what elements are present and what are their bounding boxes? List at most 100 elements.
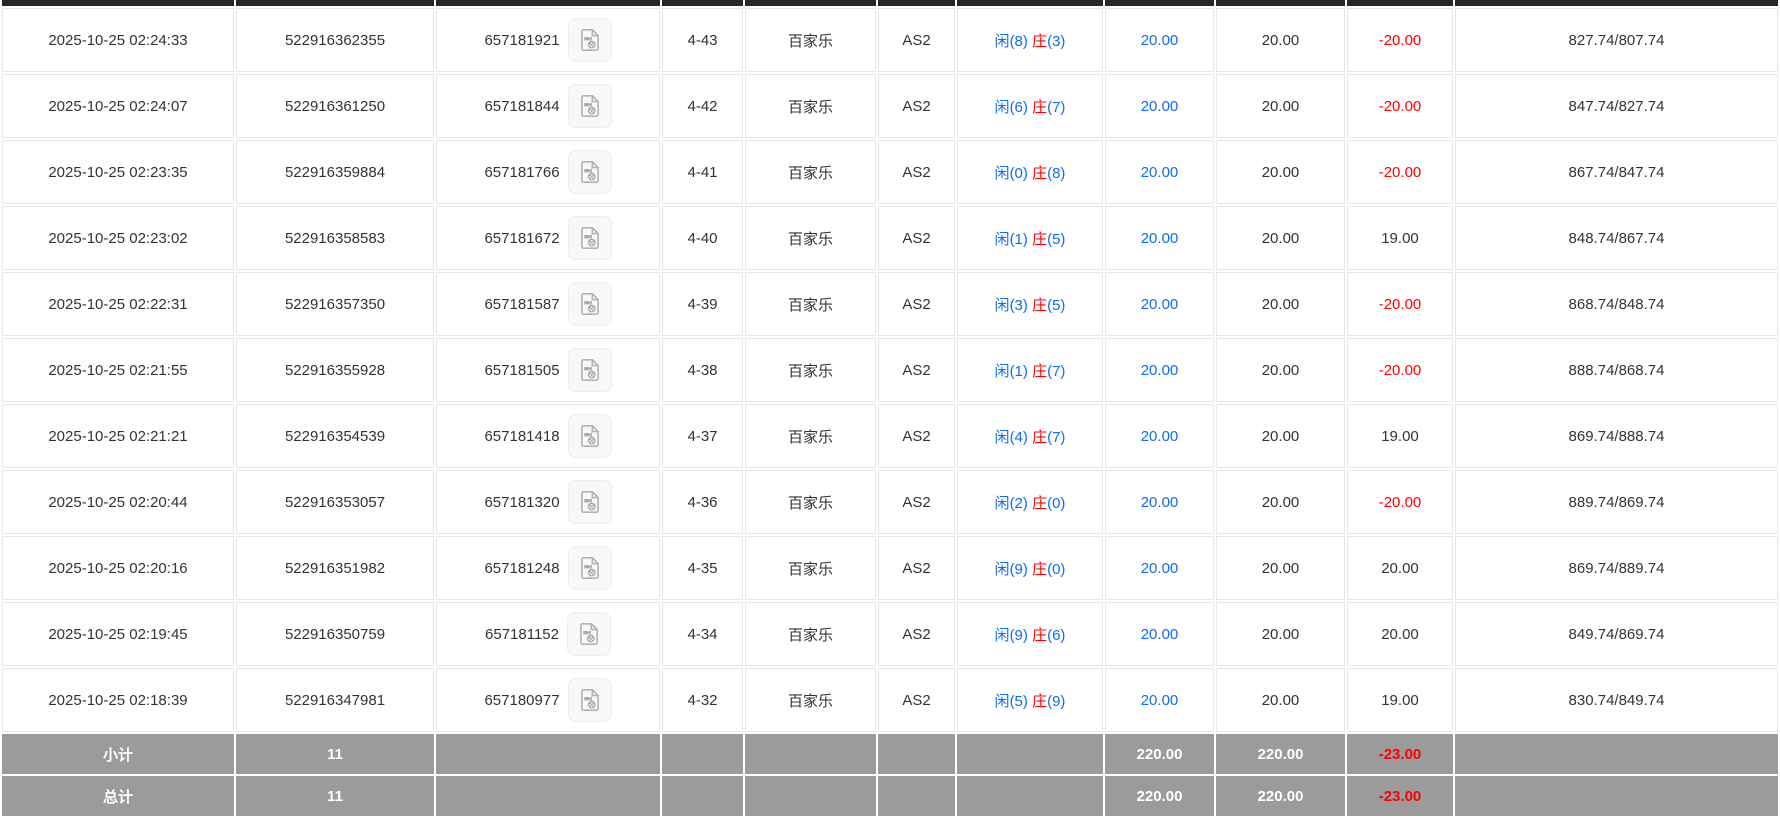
bet-amount-link[interactable]: 20.00 [1105,404,1214,468]
balance-cell: 889.74/869.74 [1455,470,1778,534]
valid-amount-cell: 20.00 [1216,338,1345,402]
table-row: 2025-10-25 02:21:55 522916355928 6571815… [2,338,1778,402]
valid-amount-cell: 20.00 [1216,74,1345,138]
balance-cell: 867.74/847.74 [1455,140,1778,204]
game-type-cell: 百家乐 [745,470,876,534]
video-replay-icon [577,687,603,713]
video-replay-button[interactable] [567,216,612,260]
video-replay-button[interactable] [567,282,612,326]
video-replay-icon [577,225,603,251]
banker-result-points: (9) [1047,692,1066,710]
balance-cell: 869.74/888.74 [1455,404,1778,468]
table-name-cell: AS2 [878,536,955,600]
bet-time-cell: 2025-10-25 02:19:45 [2,602,234,666]
bet-amount-link[interactable]: 20.00 [1105,338,1214,402]
banker-result-points: (5) [1047,230,1066,248]
bet-time-cell: 2025-10-25 02:21:21 [2,404,234,468]
result-cell: 闲(1) 庄(7) [957,338,1103,402]
bet-time-cell: 2025-10-25 02:18:39 [2,668,234,732]
subtotal-count: 11 [236,734,434,774]
table-row: 2025-10-25 02:20:16 522916351982 6571812… [2,536,1778,600]
video-replay-button[interactable] [567,414,612,458]
result-cell: 闲(0) 庄(8) [957,140,1103,204]
winloss-cell: 20.00 [1347,602,1453,666]
video-replay-button[interactable] [567,348,612,392]
winloss-cell: 19.00 [1347,404,1453,468]
video-replay-icon [577,555,603,581]
video-replay-icon [577,357,603,383]
player-result-label: 闲 [994,362,1010,380]
table-name-cell: AS2 [878,206,955,270]
bet-id-cell: 522916357350 [236,272,434,336]
game-id-cell: 657181505 [436,338,660,402]
result-cell: 闲(2) 庄(0) [957,470,1103,534]
game-type-cell: 百家乐 [745,140,876,204]
video-replay-button[interactable] [567,678,612,722]
winloss-cell: -20.00 [1347,74,1453,138]
banker-result-points: (5) [1047,296,1066,314]
bet-amount-link[interactable]: 20.00 [1105,668,1214,732]
bet-amount-link[interactable]: 20.00 [1105,272,1214,336]
total-valid: 220.00 [1216,776,1345,816]
game-id-value: 657181587 [484,295,560,313]
player-result-label: 闲 [994,32,1010,50]
table-row: 2025-10-25 02:24:07 522916361250 6571818… [2,74,1778,138]
balance-cell: 869.74/889.74 [1455,536,1778,600]
result-cell: 闲(9) 庄(6) [957,602,1103,666]
bet-amount-link[interactable]: 20.00 [1105,206,1214,270]
banker-result-points: (8) [1047,164,1066,182]
player-result-points: (1) [1009,362,1028,380]
subtotal-bet: 220.00 [1105,734,1214,774]
video-replay-button[interactable] [567,18,612,62]
banker-result-points: (7) [1047,98,1066,116]
game-type-cell: 百家乐 [745,668,876,732]
video-replay-button[interactable] [567,150,612,194]
table-row: 2025-10-25 02:22:31 522916357350 6571815… [2,272,1778,336]
game-id-value: 657181505 [484,361,560,379]
bet-id-cell: 522916362355 [236,8,434,72]
table-name-cell: AS2 [878,602,955,666]
header-row-cutoff [2,0,1778,6]
banker-result-label: 庄 [1032,230,1048,248]
valid-amount-cell: 20.00 [1216,8,1345,72]
round-cell: 4-38 [662,338,743,402]
game-id-value: 657181418 [484,427,560,445]
table-name-cell: AS2 [878,404,955,468]
winloss-cell: -20.00 [1347,272,1453,336]
bet-time-cell: 2025-10-25 02:21:55 [2,338,234,402]
valid-amount-cell: 20.00 [1216,470,1345,534]
bet-amount-link[interactable]: 20.00 [1105,470,1214,534]
player-result-points: (9) [1009,626,1028,644]
video-replay-button[interactable] [566,612,611,656]
video-replay-icon [577,489,603,515]
player-result-label: 闲 [994,494,1010,512]
table-name-cell: AS2 [878,338,955,402]
player-result-label: 闲 [994,230,1010,248]
winloss-cell: -20.00 [1347,140,1453,204]
bet-amount-link[interactable]: 20.00 [1105,536,1214,600]
bet-amount-link[interactable]: 20.00 [1105,8,1214,72]
bet-amount-link[interactable]: 20.00 [1105,74,1214,138]
bet-time-cell: 2025-10-25 02:23:35 [2,140,234,204]
bet-amount-link[interactable]: 20.00 [1105,140,1214,204]
banker-result-label: 庄 [1032,428,1048,446]
banker-result-label: 庄 [1032,626,1048,644]
round-cell: 4-34 [662,602,743,666]
valid-amount-cell: 20.00 [1216,536,1345,600]
bet-time-cell: 2025-10-25 02:20:16 [2,536,234,600]
video-replay-button[interactable] [567,84,612,128]
banker-result-label: 庄 [1032,296,1048,314]
banker-result-points: (0) [1047,494,1066,512]
bet-time-cell: 2025-10-25 02:24:07 [2,74,234,138]
result-cell: 闲(9) 庄(0) [957,536,1103,600]
game-type-cell: 百家乐 [745,338,876,402]
table-row: 2025-10-25 02:19:45 522916350759 6571811… [2,602,1778,666]
video-replay-button[interactable] [567,480,612,524]
bet-amount-link[interactable]: 20.00 [1105,602,1214,666]
game-id-value: 657181921 [484,31,560,49]
game-type-cell: 百家乐 [745,8,876,72]
player-result-points: (9) [1009,560,1028,578]
table-name-cell: AS2 [878,272,955,336]
video-replay-button[interactable] [567,546,612,590]
player-result-label: 闲 [994,626,1010,644]
